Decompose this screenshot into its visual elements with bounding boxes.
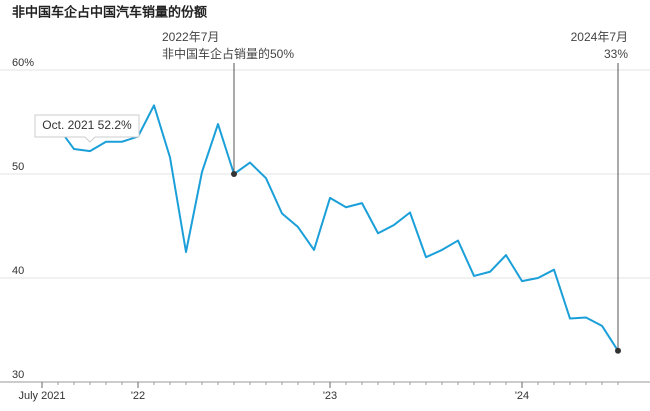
x-tick-label: '22 <box>131 390 145 402</box>
tooltip-box <box>34 114 140 143</box>
y-tick-label: 40 <box>12 265 24 277</box>
annotation-text: 2024年7月 <box>571 30 628 44</box>
annotation-dot <box>231 171 237 177</box>
chart-title: 非中国车企占中国汽车销量的份额 <box>12 4 207 19</box>
tooltip-text: Oct. 2021 52.2% <box>42 118 132 132</box>
data-line <box>41 104 619 352</box>
annotation-text: 非中国车企占销量的50% <box>162 46 294 61</box>
annotation-text: 2022年7月 <box>162 30 219 44</box>
y-tick-label: 50 <box>12 161 24 173</box>
annotation-dot <box>615 347 621 354</box>
annotation-text: 33% <box>604 47 628 61</box>
y-tick-label: 60% <box>12 57 34 69</box>
x-tick-label: '23 <box>323 390 337 402</box>
y-tick-label: 30 <box>12 369 24 381</box>
x-tick-label: '24 <box>515 390 529 402</box>
x-tick-label: July 2021 <box>18 390 65 402</box>
